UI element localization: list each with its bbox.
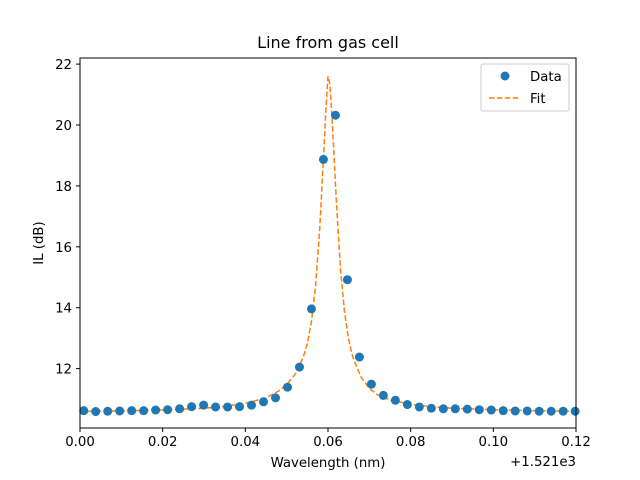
- data-point: [402, 400, 412, 410]
- data-point: [546, 406, 556, 416]
- y-tick-label: 22: [55, 58, 72, 73]
- y-axis-label: IL (dB): [32, 221, 47, 265]
- data-point: [378, 390, 388, 400]
- data-point: [163, 405, 173, 415]
- data-point: [342, 275, 352, 285]
- data-point: [498, 406, 508, 416]
- legend: Data Fit: [480, 63, 570, 112]
- data-point: [426, 403, 436, 413]
- data-point: [151, 405, 161, 415]
- data-point: [462, 404, 472, 414]
- data-point: [79, 406, 89, 416]
- y-tick-label: 20: [55, 119, 72, 134]
- x-axis-label: Wavelength (nm): [271, 456, 386, 471]
- x-axis: 0.00 0.02 0.04 0.06 0.08 0.10 0.12: [65, 428, 591, 450]
- data-point: [570, 406, 580, 416]
- x-tick-label: 0.12: [561, 435, 591, 450]
- data-point: [414, 402, 424, 412]
- data-point: [187, 402, 197, 412]
- fit-line: [79, 76, 577, 412]
- y-tick-label: 14: [55, 302, 72, 317]
- y-tick-label: 12: [55, 363, 72, 378]
- data-point: [474, 405, 484, 415]
- x-tick-label: 0.00: [65, 435, 95, 450]
- data-point: [103, 406, 113, 416]
- legend-data-label: Data: [530, 70, 562, 85]
- x-tick-label: 0.10: [479, 435, 509, 450]
- x-tick-label: 0.08: [396, 435, 426, 450]
- plot-area: [80, 58, 576, 428]
- data-point: [115, 406, 125, 416]
- data-point: [330, 110, 340, 120]
- x-tick-label: 0.04: [231, 435, 261, 450]
- data-point: [438, 404, 448, 414]
- data-point: [199, 400, 209, 410]
- data-point: [127, 406, 137, 416]
- y-axis: 12 14 16 18 20 22: [55, 58, 80, 378]
- legend-fit-label: Fit: [530, 92, 546, 107]
- data-point: [235, 402, 245, 412]
- chart-title: Line from gas cell: [257, 33, 399, 52]
- data-point: [486, 405, 496, 415]
- x-tick-label: 0.06: [313, 435, 343, 450]
- data-point: [271, 393, 281, 403]
- data-point: [259, 397, 269, 407]
- x-axis-offset-label: +1.521e3: [510, 455, 576, 470]
- data-point: [558, 406, 568, 416]
- data-point: [211, 402, 221, 412]
- data-point: [354, 352, 364, 362]
- x-tick-label: 0.02: [148, 435, 178, 450]
- data-point: [450, 404, 460, 414]
- y-tick-label: 18: [55, 180, 72, 195]
- data-point: [534, 406, 544, 416]
- data-point: [306, 304, 316, 314]
- data-point: [390, 395, 400, 405]
- fit-series: [79, 76, 577, 412]
- data-point: [522, 406, 532, 416]
- data-point: [318, 154, 328, 164]
- data-point: [91, 407, 101, 417]
- legend-data-marker: [500, 71, 510, 81]
- data-point: [175, 404, 185, 414]
- data-point: [247, 400, 257, 410]
- data-series: [79, 110, 580, 417]
- data-point: [223, 402, 233, 412]
- y-tick-label: 16: [55, 241, 72, 256]
- data-point: [139, 406, 149, 416]
- data-point: [510, 406, 520, 416]
- data-point: [282, 382, 292, 392]
- data-point: [366, 379, 376, 389]
- data-point: [294, 362, 304, 372]
